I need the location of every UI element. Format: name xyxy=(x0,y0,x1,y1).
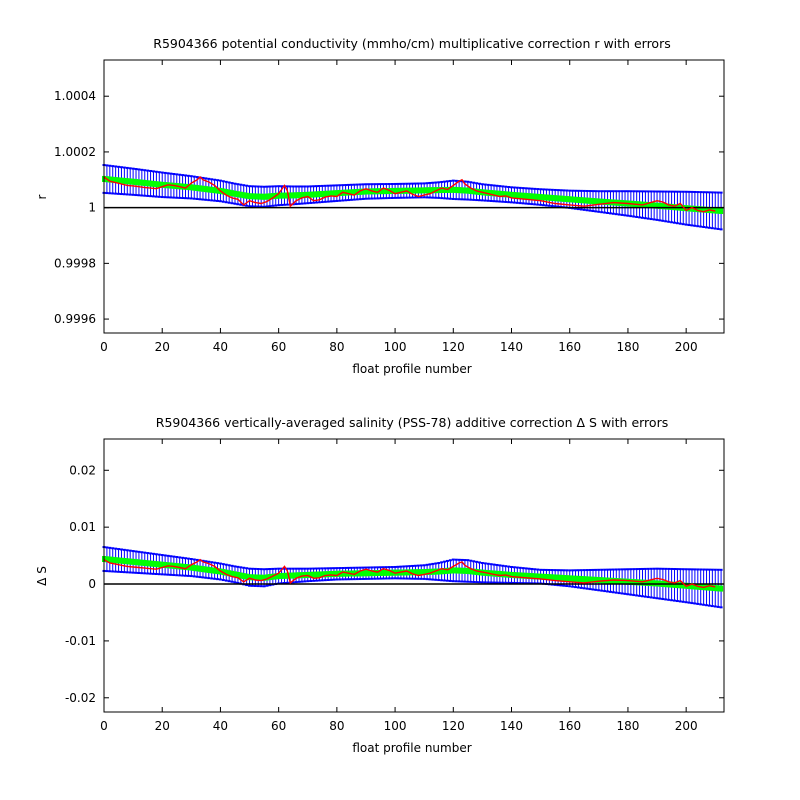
x-tick-label: 200 xyxy=(675,719,698,733)
y-tick-label: 0.02 xyxy=(69,463,96,477)
chart-title: R5904366 potential conductivity (mmho/cm… xyxy=(153,36,670,51)
x-tick-label: 60 xyxy=(271,340,286,354)
y-axis-label: Δ S xyxy=(35,566,49,586)
x-tick-label: 60 xyxy=(271,719,286,733)
x-tick-label: 20 xyxy=(155,340,170,354)
x-tick-label: 160 xyxy=(558,719,581,733)
y-tick-label: -0.02 xyxy=(65,691,96,705)
x-tick-label: 80 xyxy=(329,719,344,733)
x-tick-label: 180 xyxy=(616,340,639,354)
x-tick-label: 180 xyxy=(616,719,639,733)
x-tick-label: 160 xyxy=(558,340,581,354)
x-tick-label: 100 xyxy=(384,719,407,733)
x-tick-label: 200 xyxy=(675,340,698,354)
x-axis-label: float profile number xyxy=(352,362,471,376)
error-bars xyxy=(102,546,723,609)
x-tick-label: 120 xyxy=(442,719,465,733)
y-tick-label: 0.9996 xyxy=(54,312,96,326)
y-tick-label: 0.01 xyxy=(69,520,96,534)
y-tick-label: 1 xyxy=(88,201,96,215)
axes-box xyxy=(103,438,725,713)
y-tick-label: 0 xyxy=(88,577,96,591)
y-tick-label: -0.01 xyxy=(65,634,96,648)
x-axis-label: float profile number xyxy=(352,741,471,755)
x-tick-label: 40 xyxy=(213,340,228,354)
y-tick-label: 0.9998 xyxy=(54,256,96,270)
x-tick-label: 20 xyxy=(155,719,170,733)
axes-box xyxy=(103,59,725,334)
error-bars xyxy=(102,164,723,231)
x-tick-label: 100 xyxy=(384,340,407,354)
raw-correction-line xyxy=(103,176,716,213)
top-panel-r: R5904366 potential conductivity (mmho/cm… xyxy=(35,36,725,376)
x-tick-label: 0 xyxy=(100,719,108,733)
x-tick-label: 140 xyxy=(500,719,523,733)
chart-title: R5904366 vertically-averaged salinity (P… xyxy=(156,415,668,430)
x-tick-label: 80 xyxy=(329,340,344,354)
y-tick-label: 1.0004 xyxy=(54,89,96,103)
y-tick-label: 1.0002 xyxy=(54,145,96,159)
raw-correction-line xyxy=(103,558,716,589)
bottom-panel-delta-s: R5904366 vertically-averaged salinity (P… xyxy=(35,415,725,755)
fit-line xyxy=(103,178,722,212)
x-tick-label: 40 xyxy=(213,719,228,733)
x-tick-label: 120 xyxy=(442,340,465,354)
x-tick-label: 140 xyxy=(500,340,523,354)
x-tick-label: 0 xyxy=(100,340,108,354)
y-axis-label: r xyxy=(35,194,49,199)
